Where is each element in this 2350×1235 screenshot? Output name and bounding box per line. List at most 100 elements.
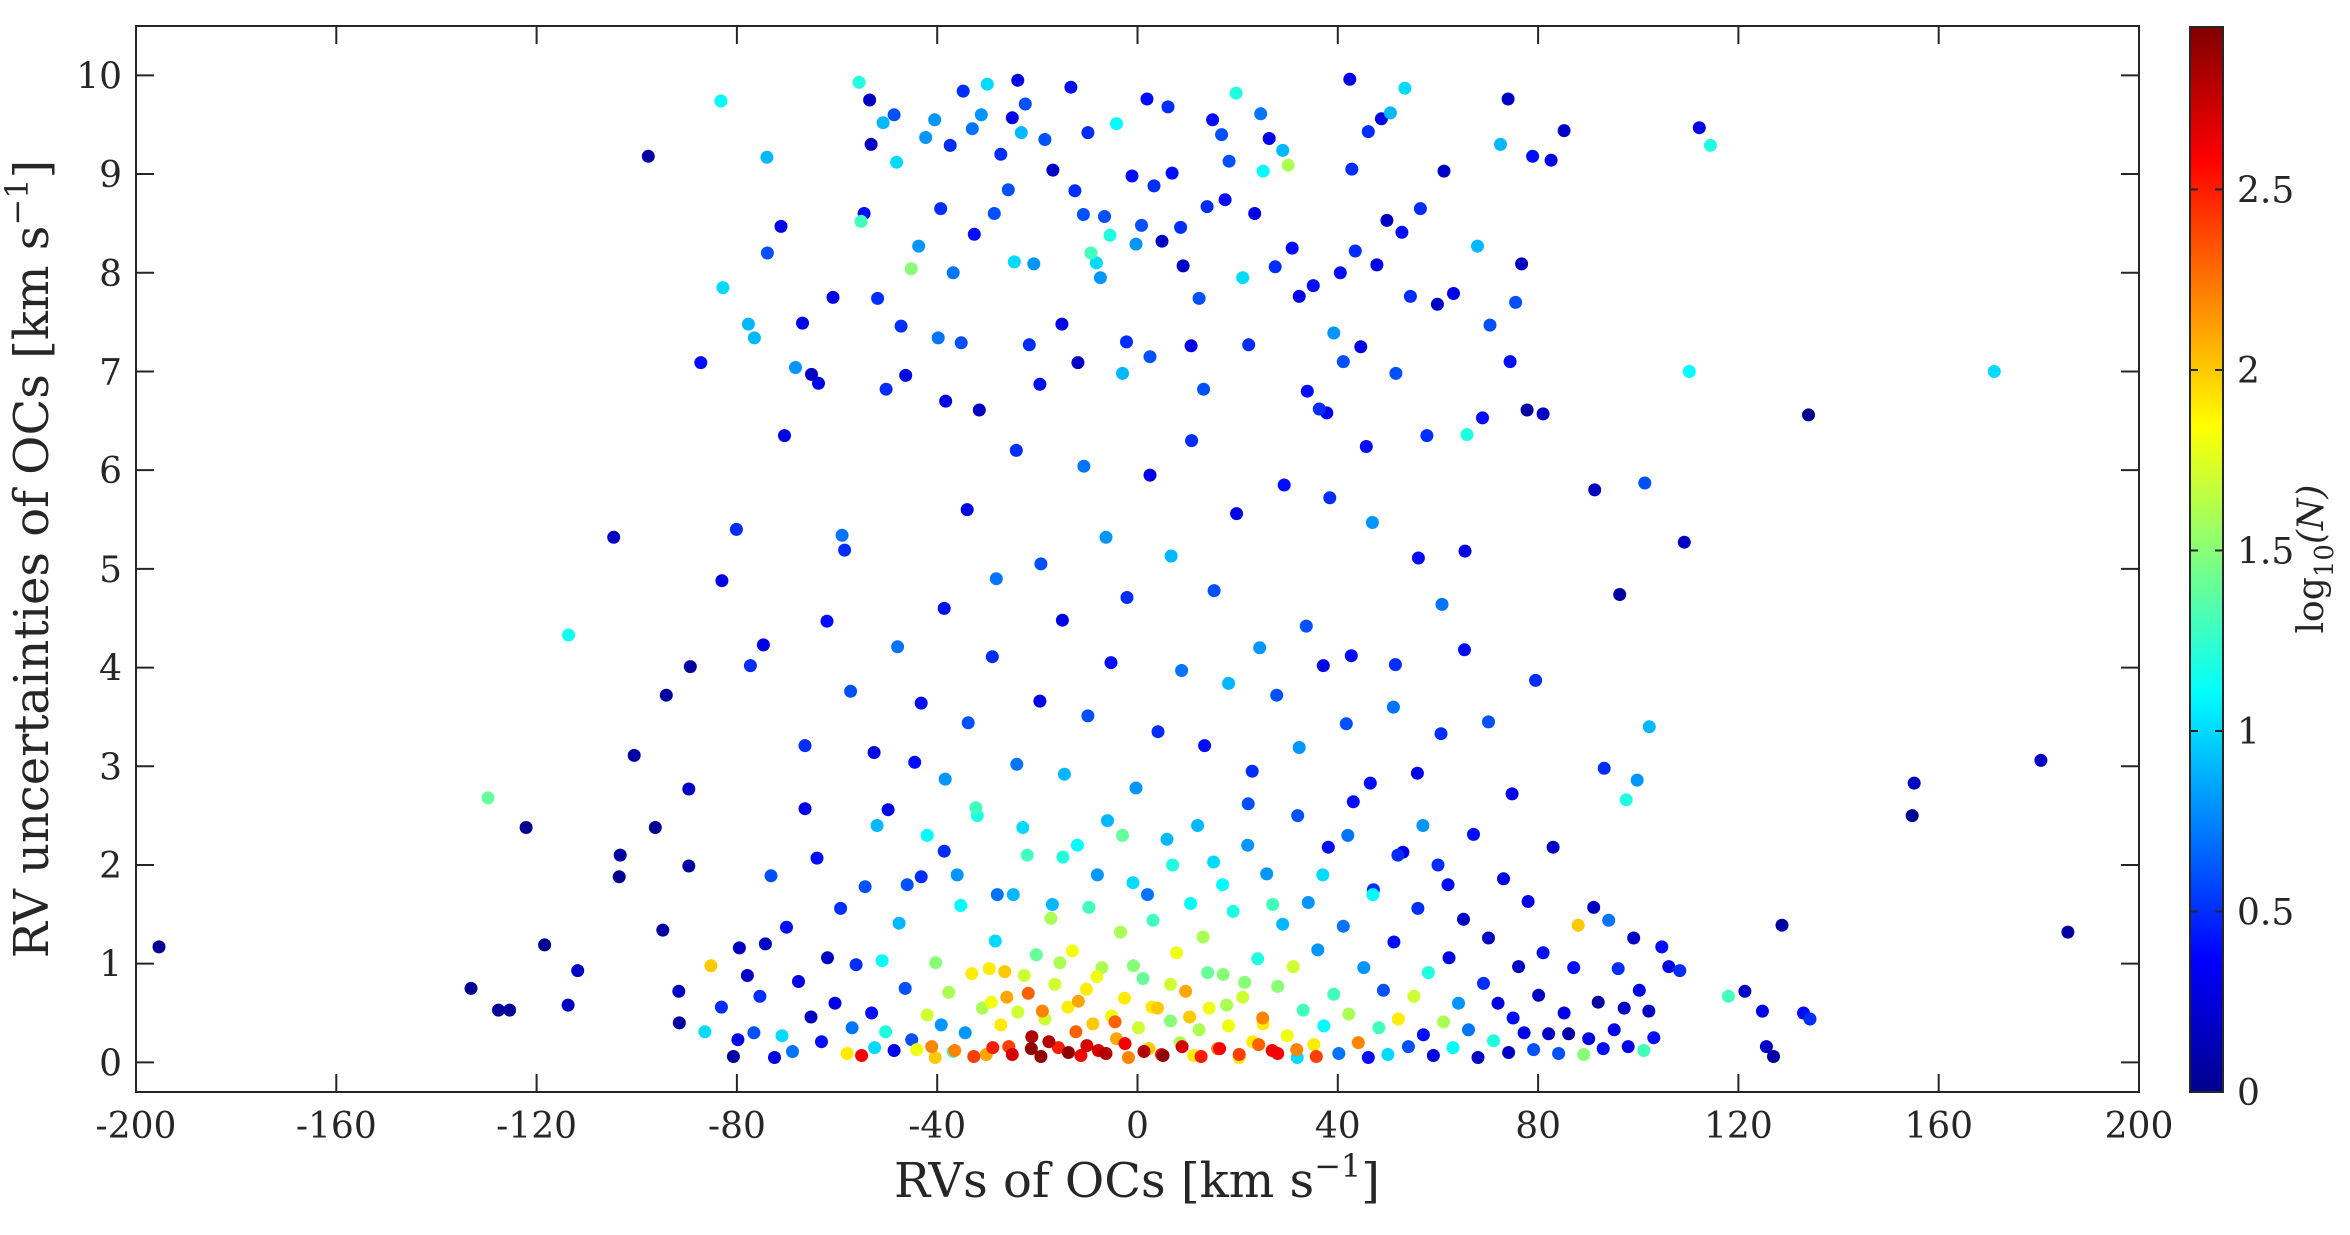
data-point — [1376, 983, 1390, 997]
data-point — [1446, 1041, 1460, 1055]
data-point — [891, 640, 905, 654]
colorbar-tick-label: 1.5 — [2237, 531, 2294, 572]
data-point — [1197, 382, 1211, 396]
data-point — [1591, 995, 1605, 1009]
data-point — [1343, 72, 1357, 86]
data-point — [1055, 613, 1069, 627]
data-point — [1207, 584, 1221, 598]
data-point — [838, 543, 852, 557]
data-point — [1155, 234, 1169, 248]
data-point — [1638, 476, 1652, 490]
x-tick-label: -80 — [708, 1106, 766, 1147]
data-point — [716, 281, 730, 295]
data-point — [1069, 1025, 1083, 1039]
data-point — [1090, 868, 1104, 882]
data-point — [852, 75, 866, 89]
data-point — [1011, 73, 1025, 87]
data-point — [958, 1026, 972, 1040]
data-point — [1101, 814, 1114, 828]
points-layer — [152, 72, 2075, 1064]
data-point — [1602, 913, 1616, 927]
data-point — [1292, 741, 1306, 754]
data-point — [1301, 896, 1315, 909]
data-point — [1512, 960, 1526, 974]
data-point — [672, 984, 686, 998]
data-point — [1312, 402, 1326, 416]
data-point — [1471, 1051, 1485, 1064]
data-point — [1046, 163, 1060, 177]
data-point — [1256, 1011, 1270, 1025]
data-point — [659, 688, 673, 702]
data-point — [840, 1047, 854, 1060]
data-point — [925, 1040, 939, 1054]
data-point — [1222, 676, 1236, 690]
data-point — [1170, 946, 1184, 960]
data-point — [1156, 1049, 1170, 1062]
data-point — [1442, 951, 1456, 965]
data-point — [683, 660, 697, 674]
data-point — [1321, 840, 1335, 854]
data-point — [1344, 649, 1358, 663]
data-point — [879, 1025, 893, 1039]
data-point — [1316, 659, 1330, 673]
data-point — [1218, 193, 1232, 207]
data-point — [1354, 340, 1368, 354]
data-point — [1447, 287, 1460, 300]
data-point — [956, 84, 970, 98]
data-point — [1241, 838, 1255, 852]
data-point — [1202, 1001, 1216, 1015]
data-point — [1175, 1040, 1189, 1054]
data-point — [863, 93, 877, 107]
data-point — [812, 376, 825, 390]
data-point — [1588, 483, 1602, 497]
x-tick-label: 200 — [2105, 1106, 2174, 1147]
data-point — [1137, 1045, 1151, 1058]
data-point — [1366, 888, 1380, 902]
data-point — [1521, 895, 1535, 908]
data-point — [780, 920, 793, 934]
data-point — [1411, 551, 1425, 565]
data-point — [1252, 1038, 1266, 1052]
data-point — [1292, 289, 1306, 303]
data-point — [890, 155, 904, 169]
colorbar — [2189, 26, 2224, 1093]
data-point — [1029, 948, 1043, 962]
data-point — [1557, 1006, 1571, 1020]
data-point — [1471, 239, 1484, 253]
data-point — [1071, 356, 1085, 370]
data-point — [1125, 169, 1139, 183]
data-point — [1327, 987, 1341, 1001]
data-point — [1505, 787, 1519, 801]
colorbar-tick-label: 2.5 — [2237, 170, 2294, 211]
data-point — [1775, 918, 1789, 932]
y-tick-label: 10 — [76, 56, 122, 97]
data-point — [910, 1043, 924, 1057]
data-point — [1431, 858, 1445, 872]
data-point — [1184, 897, 1198, 910]
data-point — [714, 94, 728, 108]
colorbar-label: log10(N) — [2291, 485, 2340, 634]
data-point — [1057, 767, 1071, 781]
data-point — [152, 940, 166, 954]
data-point — [1245, 764, 1259, 778]
data-point — [1544, 153, 1558, 167]
x-tick-label: 160 — [1904, 1106, 1973, 1147]
data-point — [1176, 259, 1190, 273]
data-point — [1346, 795, 1360, 809]
data-point — [1332, 1047, 1346, 1060]
data-point — [1357, 961, 1371, 975]
data-point — [914, 696, 928, 710]
data-point — [1398, 81, 1412, 95]
data-point — [1359, 440, 1373, 453]
data-point — [503, 1003, 517, 1017]
data-point — [1005, 1048, 1019, 1061]
data-point — [937, 844, 951, 858]
data-point — [1434, 727, 1448, 741]
data-point — [1276, 143, 1290, 157]
data-point — [1071, 994, 1085, 1008]
data-point — [1070, 838, 1084, 852]
data-point — [1129, 237, 1143, 251]
data-point — [920, 1008, 934, 1022]
data-point — [562, 628, 576, 642]
data-point — [1161, 100, 1175, 114]
